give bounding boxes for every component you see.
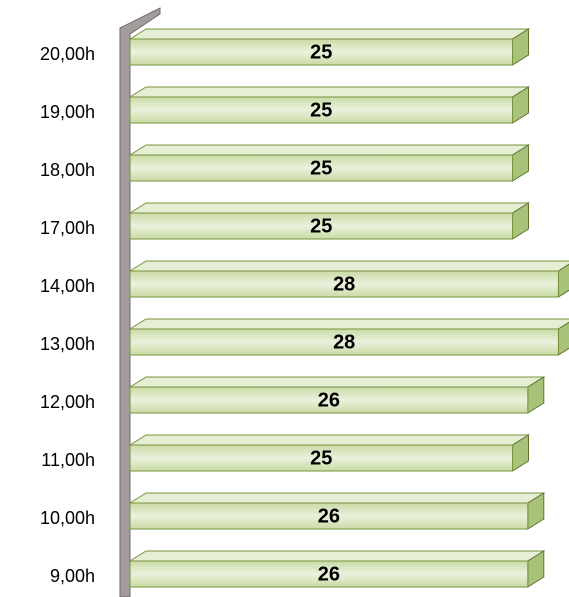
data-label: 25 bbox=[310, 157, 332, 179]
y-tick-label: 9,00h bbox=[50, 566, 95, 586]
bar-front bbox=[129, 38, 513, 66]
bar-top bbox=[128, 86, 531, 98]
bar-front bbox=[129, 212, 513, 240]
y-tick-label: 19,00h bbox=[40, 102, 95, 122]
data-label: 26 bbox=[318, 563, 340, 585]
y-tick-label: 13,00h bbox=[40, 334, 95, 354]
bar-front bbox=[129, 560, 529, 588]
y-tick-label: 14,00h bbox=[40, 276, 95, 296]
bar bbox=[128, 260, 569, 298]
bar bbox=[128, 202, 531, 240]
y-tick-label: 20,00h bbox=[40, 44, 95, 64]
bar bbox=[128, 86, 531, 124]
bar-front bbox=[129, 328, 559, 356]
bar-top bbox=[128, 28, 531, 40]
bar bbox=[128, 318, 569, 356]
data-label: 28 bbox=[333, 331, 355, 353]
data-label: 26 bbox=[318, 505, 340, 527]
y-tick-label: 17,00h bbox=[40, 218, 95, 238]
bar-top bbox=[128, 144, 531, 156]
y-tick-label: 12,00h bbox=[40, 392, 95, 412]
bar-front bbox=[129, 270, 559, 298]
bar-front bbox=[129, 502, 529, 530]
data-label: 28 bbox=[333, 273, 355, 295]
bar bbox=[128, 28, 531, 66]
y-tick-label: 18,00h bbox=[40, 160, 95, 180]
bar-top bbox=[128, 376, 546, 388]
bar-top bbox=[128, 492, 546, 504]
bars: 25 20,00h 25 19,00h 25 18,00h 25 17,00h 28 14,00h… bbox=[40, 28, 569, 588]
bar bbox=[128, 492, 546, 530]
bar-front bbox=[129, 386, 529, 414]
bar bbox=[128, 144, 531, 182]
data-label: 25 bbox=[310, 41, 332, 63]
bar-top bbox=[128, 202, 531, 214]
bar-top bbox=[128, 260, 569, 272]
bar-top bbox=[128, 434, 531, 446]
y-tick-label: 10,00h bbox=[40, 508, 95, 528]
bar bbox=[128, 550, 546, 588]
bar-front bbox=[129, 444, 513, 472]
data-label: 25 bbox=[310, 215, 332, 237]
data-label: 26 bbox=[318, 389, 340, 411]
data-label: 25 bbox=[310, 447, 332, 469]
bar-front bbox=[129, 96, 513, 124]
bar bbox=[128, 434, 531, 472]
y-tick-label: 11,00h bbox=[41, 450, 95, 470]
bar-front bbox=[129, 154, 513, 182]
bar-top bbox=[128, 318, 569, 330]
data-label: 25 bbox=[310, 99, 332, 121]
bar-top bbox=[128, 550, 546, 562]
bar bbox=[128, 376, 546, 414]
